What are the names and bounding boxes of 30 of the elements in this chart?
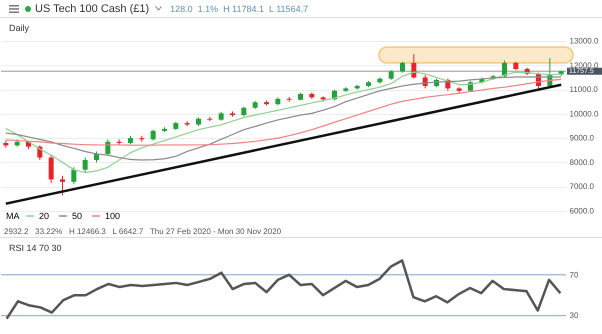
y-tick-label: 7000.0 (570, 182, 595, 192)
legend-label: 100 (105, 211, 120, 221)
y-tick-label: 13000.0 (570, 36, 599, 46)
annotation: Daily (9, 23, 30, 33)
candlestick (388, 70, 394, 80)
text: RSI 14 70 30 (9, 243, 62, 253)
candlestick (150, 129, 156, 142)
candlestick (94, 150, 99, 163)
candlestick (241, 106, 246, 117)
line-series (5, 259, 562, 320)
legend-label: 20 (39, 211, 50, 221)
legend-label: 50 (72, 211, 82, 221)
legend-title: MA (6, 211, 20, 221)
candlestick (60, 175, 65, 196)
candlestick (400, 61, 406, 74)
y-tick-label: 11000.0 (570, 85, 598, 94)
chart-title: US Tech 100 Cash (£1) (35, 2, 150, 14)
y-tick-label: 8000.0 (570, 158, 595, 167)
candlestick (48, 154, 54, 184)
y-tick-label: 70 (570, 270, 579, 280)
y-tick-label: 6000.0 (570, 206, 595, 216)
y-tick-label: 10000.0 (570, 109, 599, 118)
candlestick (105, 138, 110, 156)
text: 2932.2 33.22% H 12466.3 L 6642.7 Thu 27 Feb 2020 - Mon 30 Nov 2020 (0, 226, 602, 238)
y-tick-label: 30 (570, 311, 579, 320)
chart-subtitle: 128.0 1.1% H 11784.1 L 11564.7 (170, 4, 308, 14)
candlestick (411, 54, 416, 80)
y-tick-label: 9000.0 (570, 134, 595, 143)
candlestick (82, 157, 88, 173)
candlestick (71, 166, 76, 185)
